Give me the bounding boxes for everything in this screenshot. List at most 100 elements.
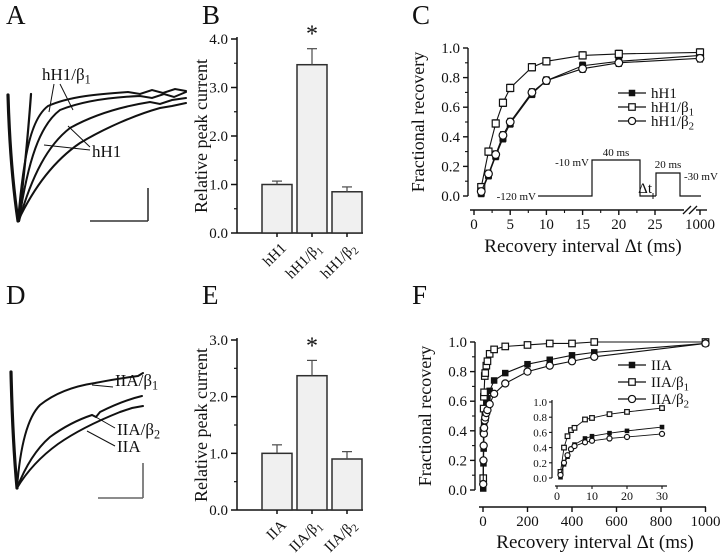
trace-label: IIA <box>117 437 141 456</box>
svg-text:5: 5 <box>506 217 514 233</box>
trace <box>17 87 187 222</box>
svg-text:0.2: 0.2 <box>441 159 460 175</box>
svg-text:0.8: 0.8 <box>533 412 547 424</box>
panel-label-e: E <box>202 280 219 310</box>
current-traces: hH1/β1 hH1 <box>6 65 187 223</box>
series-line <box>482 342 706 485</box>
trace <box>6 93 20 223</box>
svg-text:0.0: 0.0 <box>209 226 228 242</box>
svg-text:4.0: 4.0 <box>209 32 228 48</box>
legend-label: hH1/β1 <box>651 100 694 118</box>
protocol-test-label: -30 mV <box>684 171 718 183</box>
series-line <box>482 341 706 479</box>
recovery-chart: 0.0 0.2 0.4 0.6 0.8 1.0 Fractional recovery 0 20… <box>415 335 720 553</box>
bar <box>261 183 293 234</box>
svg-text:1000: 1000 <box>685 217 715 233</box>
svg-text:0.8: 0.8 <box>441 71 460 87</box>
voltage-protocol: -120 mV -10 mV 40 ms 20 ms-30 mV Δt <box>497 147 718 203</box>
svg-text:0.4: 0.4 <box>448 424 467 440</box>
svg-text:1.0: 1.0 <box>533 397 547 409</box>
trace-label: IIA/β2 <box>117 420 160 442</box>
svg-text:15: 15 <box>575 217 590 233</box>
y-axis-title: Relative peak current <box>191 348 211 502</box>
legend-label: IIA <box>651 358 672 374</box>
trace-label: IIA/β1 <box>115 371 158 393</box>
svg-text:1000: 1000 <box>691 514 720 530</box>
category-label: IIA/β1 <box>287 518 327 558</box>
svg-text:400: 400 <box>561 514 584 530</box>
legend-label: IIA/β2 <box>651 392 689 410</box>
trace-label: hH1 <box>92 142 121 161</box>
category-label: IIA/β2 <box>322 518 362 558</box>
svg-text:0: 0 <box>554 489 560 503</box>
y-axis-title: Fractional recovery <box>415 346 435 486</box>
trace <box>9 370 19 490</box>
panel-label-c: C <box>412 0 431 30</box>
svg-text:1.0: 1.0 <box>448 335 467 351</box>
bar <box>331 191 363 234</box>
svg-text:20: 20 <box>611 217 626 233</box>
trace <box>16 405 144 489</box>
trace <box>17 102 187 222</box>
x-axis-title: Recovery interval Δt (ms) <box>496 532 693 553</box>
svg-text:0.0: 0.0 <box>533 473 547 485</box>
svg-text:600: 600 <box>605 514 628 530</box>
category-label: hH1/β1 <box>283 241 326 284</box>
category-label: IIA <box>264 517 290 543</box>
svg-text:0.2: 0.2 <box>448 453 467 469</box>
svg-text:3.0: 3.0 <box>209 81 228 97</box>
panel-f-recovery-chart: 0.0 0.2 0.4 0.6 0.8 1.0 Fractional recovery 0 20… <box>415 335 720 553</box>
bar <box>296 63 328 234</box>
bar <box>296 374 328 511</box>
svg-text:0.6: 0.6 <box>441 100 460 116</box>
svg-text:0.4: 0.4 <box>441 130 460 146</box>
svg-text:10: 10 <box>539 217 554 233</box>
legend-label: hH1 <box>651 86 677 102</box>
panel-c-recovery-chart: 0.0 0.2 0.4 0.6 0.8 1.0 Fractional recovery 0 5 1… <box>408 41 718 257</box>
y-axis-title: Fractional recovery <box>408 52 428 192</box>
svg-text:2.0: 2.0 <box>209 390 228 406</box>
svg-text:0.6: 0.6 <box>448 394 467 410</box>
series-line <box>480 57 701 192</box>
panel-label-f: F <box>412 280 428 310</box>
panel-label-b: B <box>202 0 221 30</box>
protocol-hold-label: -120 mV <box>497 191 536 203</box>
panel-a-current-traces: hH1/β1 hH1 <box>6 65 187 223</box>
svg-text:0.0: 0.0 <box>209 503 228 519</box>
protocol-pulse-label: -10 mV <box>555 157 589 169</box>
svg-text:0.6: 0.6 <box>533 427 547 439</box>
svg-text:10: 10 <box>586 489 598 503</box>
recovery-chart: 0.0 0.2 0.4 0.6 0.8 1.0 Fractional recovery 0 5 1… <box>408 41 718 257</box>
svg-text:2.0: 2.0 <box>209 129 228 145</box>
svg-text:0.4: 0.4 <box>533 443 547 455</box>
trace <box>16 395 143 489</box>
svg-text:20: 20 <box>621 489 633 503</box>
svg-text:0: 0 <box>470 217 478 233</box>
svg-text:0.2: 0.2 <box>533 458 547 470</box>
panel-label-a: A <box>6 0 26 30</box>
protocol-interval-label: Δt <box>638 181 653 197</box>
trace <box>18 91 187 222</box>
legend-label: IIA/β1 <box>651 375 689 393</box>
svg-text:3.0: 3.0 <box>209 333 228 349</box>
svg-text:200: 200 <box>516 514 539 530</box>
bar <box>331 458 363 511</box>
svg-text:0.0: 0.0 <box>441 189 460 205</box>
panel-label-d: D <box>6 280 26 310</box>
svg-text:1.0: 1.0 <box>209 446 228 462</box>
protocol-test-duration: 20 ms <box>655 159 682 171</box>
svg-text:1.0: 1.0 <box>209 178 228 194</box>
svg-text:25: 25 <box>648 217 663 233</box>
series-line <box>480 51 701 188</box>
svg-text:800: 800 <box>650 514 673 530</box>
svg-text:0.8: 0.8 <box>448 365 467 381</box>
bar <box>261 452 293 511</box>
trace-label: hH1/β1 <box>42 65 91 87</box>
